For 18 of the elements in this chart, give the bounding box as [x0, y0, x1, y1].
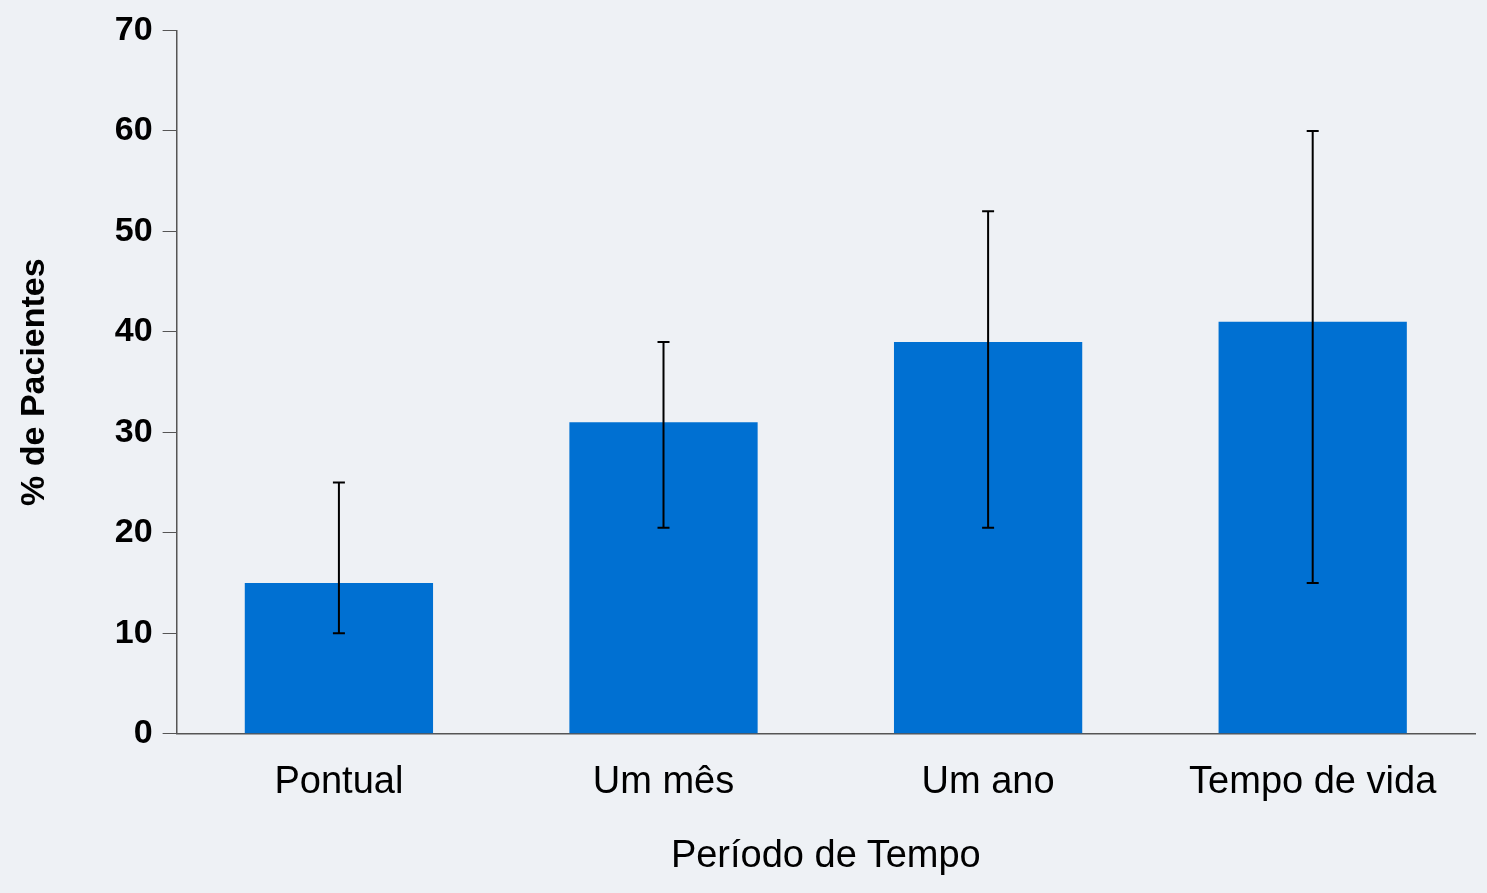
x-axis-title: Período de Tempo: [670, 832, 981, 875]
y-tick-label: 40: [114, 310, 153, 349]
x-tick-label: Tempo de vida: [1189, 759, 1438, 802]
y-tick-label: 70: [114, 8, 153, 47]
bar: [244, 583, 434, 734]
y-tick-label: 0: [133, 712, 153, 751]
bar: [1218, 321, 1407, 734]
y-tick-label: 10: [114, 611, 153, 650]
bar: [569, 422, 758, 734]
x-tick-label: Um mês: [592, 759, 735, 802]
x-tick-label: Pontual: [274, 759, 404, 802]
y-tick-label: 60: [114, 109, 153, 148]
y-tick-label: 30: [114, 410, 153, 449]
y-tick-label: 50: [114, 209, 153, 248]
y-axis-title: % de Pacientes: [12, 258, 51, 506]
bar: [893, 341, 1083, 734]
y-tick-label: 20: [114, 511, 153, 550]
x-tick-label: Um ano: [921, 759, 1055, 802]
